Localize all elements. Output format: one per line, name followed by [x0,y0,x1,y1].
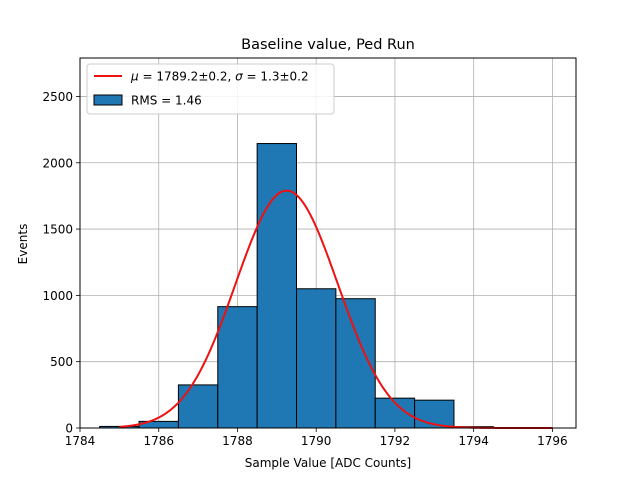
legend-sigma-symbol: σ [235,70,243,84]
legend-mu-value: = 1789.2±0.2, [139,70,235,84]
x-tick-label: 1784 [65,434,96,448]
legend-box [86,63,335,115]
y-tick-label: 1000 [42,289,73,303]
x-tick-label: 1794 [458,434,489,448]
legend: μ = 1789.2±0.2, σ = 1.3±0.2 RMS = 1.46 [86,63,335,115]
x-tick-label: 1790 [301,434,332,448]
legend-fit-label: μ = 1789.2±0.2, σ = 1.3±0.2 [130,70,309,84]
y-axis-label: Events [16,224,30,265]
y-tick-label: 1500 [42,223,73,237]
chart-title: Baseline value, Ped Run [241,37,415,53]
y-tick-label: 2000 [42,156,73,170]
x-tick-label: 1796 [537,434,568,448]
x-axis-ticks: 1784 1786 1788 1790 1792 1794 1796 [65,428,568,448]
legend-mu-symbol: μ [130,70,139,84]
axes-frame [79,57,577,429]
x-tick-label: 1788 [222,434,253,448]
x-tick-label: 1786 [143,434,174,448]
histogram-bar [177,384,219,429]
y-tick-label: 0 [65,422,73,436]
legend-sigma-value: = 1.3±0.2 [243,70,309,84]
x-axis-label: Sample Value [ADC Counts] [245,456,411,470]
x-tick-label: 1792 [380,434,411,448]
legend-histogram-label: RMS = 1.46 [131,94,202,108]
y-axis-ticks: 0 500 1000 1500 2000 2500 [42,90,80,436]
legend-histogram-swatch [93,94,123,106]
histogram-bar [217,306,258,429]
y-tick-label: 2500 [42,90,73,104]
histogram-bar [296,288,337,429]
y-tick-label: 500 [50,355,73,369]
histogram-bar [256,143,298,429]
